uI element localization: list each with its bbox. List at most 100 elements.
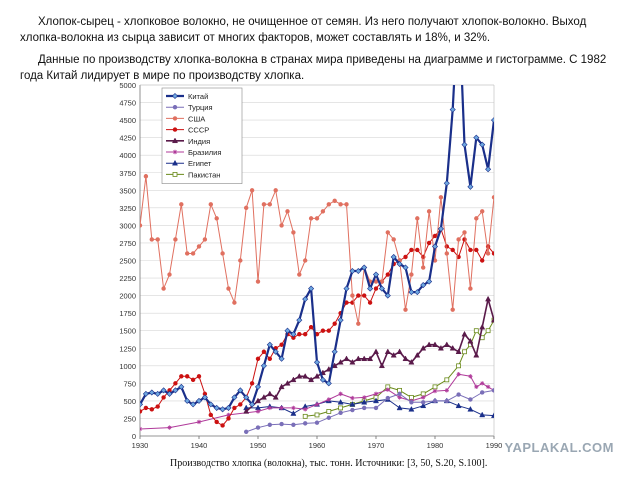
data-point <box>302 413 308 419</box>
data-point <box>195 397 203 404</box>
data-point <box>326 415 331 420</box>
data-point <box>479 323 486 330</box>
data-point <box>373 405 379 411</box>
data-point <box>173 381 178 386</box>
data-point <box>184 397 191 404</box>
data-point <box>467 405 474 412</box>
data-point <box>337 317 344 324</box>
data-point <box>443 180 450 187</box>
data-point <box>325 380 332 387</box>
data-point <box>313 373 321 379</box>
data-point <box>172 387 179 394</box>
data-point <box>432 384 438 390</box>
data-point <box>267 405 272 411</box>
data-point <box>490 412 494 418</box>
data-point <box>332 321 337 326</box>
data-point <box>480 209 485 214</box>
x-tick-label: 1980 <box>427 441 444 450</box>
data-point <box>385 395 390 401</box>
data-point <box>314 402 320 407</box>
data-point <box>190 377 196 383</box>
data-point <box>480 390 485 395</box>
data-point <box>296 317 303 324</box>
data-point <box>196 419 202 425</box>
data-point <box>437 344 444 351</box>
data-point <box>207 401 214 408</box>
data-point <box>161 395 166 400</box>
data-point <box>254 383 262 390</box>
data-point <box>302 373 309 379</box>
data-point <box>485 295 492 302</box>
data-point <box>361 264 368 271</box>
data-point <box>408 405 415 412</box>
data-point <box>338 202 343 207</box>
data-point <box>390 351 397 358</box>
x-tick-label: 1960 <box>309 441 326 450</box>
legend-marker <box>172 171 178 177</box>
data-paragraph: Данные по производству хлопка-волокна в … <box>20 53 607 82</box>
data-point <box>244 205 249 211</box>
data-point <box>343 285 350 292</box>
data-point <box>173 237 178 242</box>
x-tick-label: 1990 <box>486 441 503 450</box>
y-tick-label: 5000 <box>119 81 136 90</box>
data-point <box>362 293 367 298</box>
data-point <box>426 240 432 246</box>
data-point <box>378 362 385 369</box>
data-point <box>349 401 356 407</box>
data-point <box>414 289 421 296</box>
legend-marker <box>172 104 178 110</box>
series-4 <box>243 295 494 414</box>
data-point <box>367 285 374 292</box>
data-point <box>415 247 420 253</box>
data-point <box>474 384 479 390</box>
data-point <box>308 216 314 221</box>
data-point <box>243 394 250 401</box>
data-point <box>255 279 261 284</box>
data-point <box>390 253 397 261</box>
data-point <box>326 397 331 402</box>
data-point <box>231 394 238 401</box>
data-point <box>225 404 232 411</box>
data-point <box>455 348 462 355</box>
chart-caption: Производство хлопка (волокна), тыс. тонн… <box>170 458 488 469</box>
data-point <box>154 390 161 397</box>
data-point <box>449 106 456 113</box>
data-point <box>308 324 314 330</box>
data-point <box>402 264 409 271</box>
legend-box <box>161 87 243 184</box>
data-point <box>331 348 338 355</box>
data-point <box>385 230 390 235</box>
data-point <box>350 407 355 413</box>
x-tick-label: 1940 <box>191 441 208 450</box>
data-point <box>140 409 143 414</box>
data-point <box>190 401 197 408</box>
data-point <box>214 419 219 425</box>
legend-label: Турция <box>188 103 213 112</box>
data-point <box>166 390 173 397</box>
data-point <box>444 388 449 393</box>
data-point <box>444 377 450 383</box>
data-point <box>468 374 473 379</box>
data-point <box>254 397 262 404</box>
data-point <box>474 247 479 253</box>
data-point <box>344 202 349 207</box>
y-tick-label: 250 <box>123 414 136 423</box>
y-tick-label: 2250 <box>119 274 136 283</box>
data-point <box>396 404 403 411</box>
y-tick-label: 4500 <box>119 116 136 125</box>
watermark: YAPLAKAL.COM <box>504 440 614 455</box>
y-tick-label: 3750 <box>119 169 136 178</box>
data-point <box>409 400 414 405</box>
data-point <box>179 202 184 207</box>
data-point <box>338 410 343 416</box>
data-point <box>226 286 231 291</box>
data-point <box>491 251 494 256</box>
data-point <box>167 425 172 430</box>
data-point <box>426 341 433 347</box>
x-tick-label: 1970 <box>368 441 385 450</box>
data-point <box>214 216 219 221</box>
data-point <box>355 355 362 362</box>
data-point <box>396 348 403 355</box>
